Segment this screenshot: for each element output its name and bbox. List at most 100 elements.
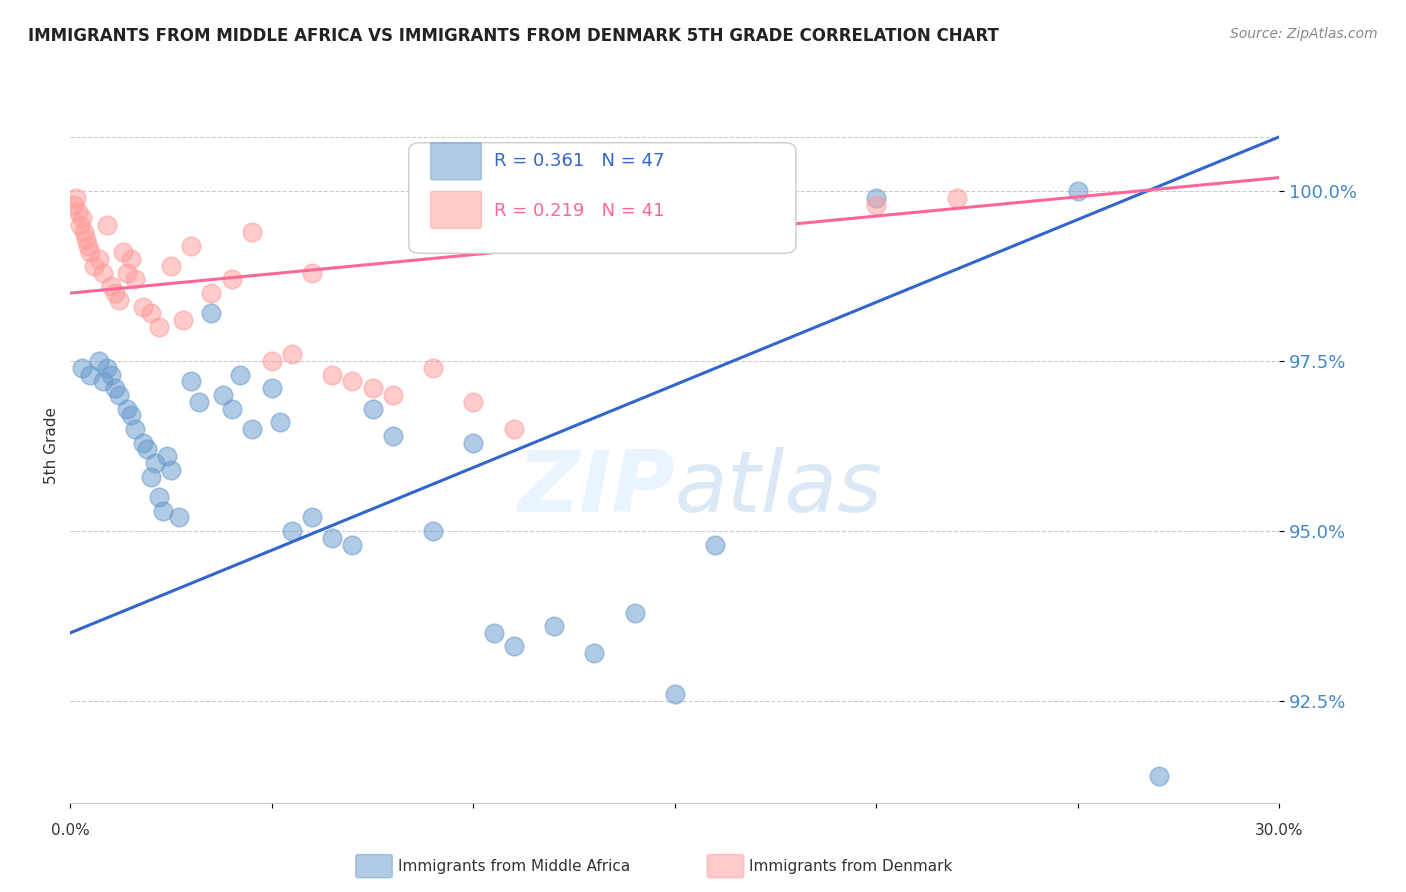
Y-axis label: 5th Grade: 5th Grade bbox=[44, 408, 59, 484]
Point bbox=[167, 510, 190, 524]
Point bbox=[67, 204, 90, 219]
Point bbox=[281, 524, 304, 538]
Point bbox=[115, 266, 138, 280]
Point bbox=[124, 422, 146, 436]
Point bbox=[502, 422, 524, 436]
Point bbox=[69, 218, 91, 232]
Point bbox=[463, 435, 485, 450]
Point bbox=[664, 687, 686, 701]
Text: IMMIGRANTS FROM MIDDLE AFRICA VS IMMIGRANTS FROM DENMARK 5TH GRADE CORRELATION C: IMMIGRANTS FROM MIDDLE AFRICA VS IMMIGRA… bbox=[28, 27, 1000, 45]
Text: R = 0.219   N = 41: R = 0.219 N = 41 bbox=[494, 202, 664, 219]
Point bbox=[72, 211, 94, 226]
Text: R = 0.361   N = 47: R = 0.361 N = 47 bbox=[494, 152, 664, 169]
Point bbox=[72, 360, 94, 375]
Point bbox=[221, 272, 243, 286]
Point bbox=[623, 606, 645, 620]
Point bbox=[321, 531, 343, 545]
Point bbox=[115, 401, 138, 416]
FancyBboxPatch shape bbox=[430, 143, 481, 180]
Point bbox=[79, 368, 101, 382]
Point bbox=[148, 490, 170, 504]
Point bbox=[135, 442, 157, 457]
Point bbox=[180, 238, 202, 252]
Point bbox=[482, 626, 505, 640]
Point bbox=[240, 225, 263, 239]
Text: Immigrants from Middle Africa: Immigrants from Middle Africa bbox=[398, 859, 630, 873]
Point bbox=[96, 360, 118, 375]
Text: ZIP: ZIP bbox=[517, 447, 675, 531]
Point bbox=[87, 354, 110, 368]
Point bbox=[463, 394, 485, 409]
Point bbox=[65, 191, 87, 205]
Point bbox=[704, 537, 727, 551]
Text: atlas: atlas bbox=[675, 447, 883, 531]
Point bbox=[321, 368, 343, 382]
Point bbox=[91, 375, 114, 389]
FancyBboxPatch shape bbox=[430, 191, 481, 228]
Point bbox=[260, 354, 283, 368]
Point bbox=[281, 347, 304, 361]
Text: Source: ZipAtlas.com: Source: ZipAtlas.com bbox=[1230, 27, 1378, 41]
Point bbox=[172, 313, 194, 327]
Point bbox=[342, 375, 364, 389]
Point bbox=[124, 272, 146, 286]
Point bbox=[188, 394, 211, 409]
Point bbox=[107, 293, 129, 307]
Point bbox=[260, 381, 283, 395]
Point bbox=[132, 435, 155, 450]
Text: Immigrants from Denmark: Immigrants from Denmark bbox=[749, 859, 953, 873]
Point bbox=[143, 456, 166, 470]
Point bbox=[63, 198, 86, 212]
Point bbox=[156, 449, 179, 463]
Point bbox=[75, 232, 97, 246]
Point bbox=[100, 368, 122, 382]
Point bbox=[342, 537, 364, 551]
Point bbox=[240, 422, 263, 436]
Text: 0.0%: 0.0% bbox=[51, 823, 90, 838]
Point bbox=[502, 640, 524, 654]
Point bbox=[104, 286, 127, 301]
Point bbox=[160, 463, 183, 477]
Point bbox=[200, 306, 222, 320]
Point bbox=[1147, 769, 1170, 783]
Point bbox=[865, 191, 887, 205]
Point bbox=[152, 503, 174, 517]
Point bbox=[107, 388, 129, 402]
Point bbox=[87, 252, 110, 266]
Text: 30.0%: 30.0% bbox=[1256, 823, 1303, 838]
Point bbox=[139, 306, 162, 320]
Point bbox=[100, 279, 122, 293]
Point bbox=[422, 524, 444, 538]
Point bbox=[120, 252, 142, 266]
Point bbox=[946, 191, 969, 205]
Point bbox=[73, 225, 96, 239]
Point bbox=[148, 320, 170, 334]
Point bbox=[212, 388, 235, 402]
Point bbox=[381, 429, 404, 443]
Point bbox=[221, 401, 243, 416]
Point bbox=[79, 245, 101, 260]
Point bbox=[865, 198, 887, 212]
Point bbox=[422, 360, 444, 375]
Point bbox=[381, 388, 404, 402]
Point bbox=[301, 266, 323, 280]
Point bbox=[83, 259, 105, 273]
Point bbox=[361, 381, 384, 395]
Point bbox=[361, 401, 384, 416]
Point bbox=[180, 375, 202, 389]
Point bbox=[200, 286, 222, 301]
FancyBboxPatch shape bbox=[409, 143, 796, 253]
Point bbox=[104, 381, 127, 395]
Point bbox=[77, 238, 100, 252]
Point bbox=[132, 300, 155, 314]
Point bbox=[96, 218, 118, 232]
Point bbox=[139, 469, 162, 483]
Point bbox=[269, 415, 291, 429]
Point bbox=[91, 266, 114, 280]
Point bbox=[543, 619, 565, 633]
Point bbox=[1067, 184, 1090, 198]
Point bbox=[111, 245, 134, 260]
Point bbox=[228, 368, 250, 382]
Point bbox=[301, 510, 323, 524]
Point bbox=[583, 646, 606, 660]
